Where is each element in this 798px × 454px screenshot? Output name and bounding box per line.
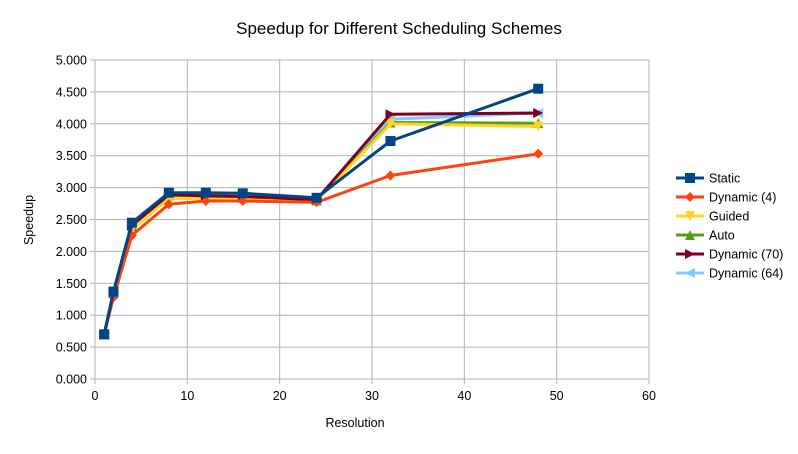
data-point-static — [311, 192, 322, 203]
legend-marker-auto — [685, 230, 695, 240]
x-axis-title: Resolution — [325, 416, 384, 430]
legend-marker-dynamic-70 — [685, 249, 695, 259]
data-point-static — [237, 188, 248, 199]
y-tick-label: 0.500 — [56, 341, 87, 355]
x-tick-label: 60 — [642, 389, 656, 403]
y-tick-label: 3.500 — [56, 149, 87, 163]
series-static — [99, 83, 544, 340]
legend-entry-dynamic-70: Dynamic (70) — [676, 248, 783, 262]
legend-label: Static — [709, 172, 740, 186]
data-point-static — [108, 286, 119, 297]
legend-marker-dynamic-4 — [685, 192, 695, 202]
x-tick-label: 40 — [457, 389, 471, 403]
y-tick-label: 1.500 — [56, 277, 87, 291]
y-tick-label: 1.000 — [56, 309, 87, 323]
series-auto — [99, 117, 544, 340]
legend-entry-dynamic-4: Dynamic (4) — [676, 191, 776, 205]
legend-label: Guided — [709, 210, 749, 224]
legend: Static Dynamic (4) Guided Auto Dynamic (70) D… — [676, 172, 783, 281]
y-tick-label: 4.500 — [56, 85, 87, 99]
legend-label: Auto — [709, 229, 735, 243]
grid — [90, 59, 650, 384]
y-axis-title: Speedup — [22, 195, 36, 245]
legend-marker-guided — [685, 211, 695, 221]
y-tick-label: 0.000 — [56, 373, 87, 387]
data-point-dynamic-4 — [163, 199, 174, 210]
series-dynamic-4 — [99, 148, 544, 340]
y-tick-label: 4.000 — [56, 117, 87, 131]
series-line-dynamic-64 — [102, 111, 539, 335]
y-tick-label: 2.000 — [56, 245, 87, 259]
legend-entry-dynamic-64: Dynamic (64) — [676, 267, 783, 281]
data-point-dynamic-4 — [200, 195, 211, 206]
series-guided — [99, 118, 544, 340]
y-tick-label: 2.500 — [56, 213, 87, 227]
data-point-guided — [385, 118, 396, 129]
series-line-dynamic-70 — [102, 111, 539, 335]
data-point-static — [126, 217, 137, 228]
data-point-static — [99, 329, 110, 340]
data-point-dynamic-4 — [533, 148, 544, 159]
data-point-static — [385, 136, 396, 147]
legend-entry-static: Static — [676, 172, 740, 186]
legend-label: Dynamic (70) — [709, 248, 783, 262]
x-tick-label: 20 — [273, 389, 287, 403]
data-point-static — [533, 83, 544, 94]
series-dynamic-70 — [99, 107, 544, 340]
series-dynamic-64 — [99, 107, 544, 340]
series-line-auto — [102, 121, 539, 335]
x-tick-label: 0 — [92, 389, 99, 403]
data-point-guided — [533, 121, 544, 132]
tick-labels: 0.000 0.500 1.000 1.500 2.000 2.500 3.000 3.500… — [56, 54, 656, 404]
x-tick-label: 50 — [550, 389, 564, 403]
legend-label: Dynamic (4) — [709, 191, 776, 205]
data-point-dynamic-70 — [385, 109, 396, 120]
chart-title: Speedup for Different Scheduling Schemes — [236, 19, 562, 38]
data-point-dynamic-4 — [237, 195, 248, 206]
data-point-dynamic-4 — [385, 170, 396, 181]
x-tick-label: 30 — [365, 389, 379, 403]
data-point-dynamic-70 — [533, 107, 544, 118]
data-point-static — [163, 187, 174, 198]
legend-marker-static — [685, 173, 695, 183]
y-tick-label: 3.000 — [56, 181, 87, 195]
legend-marker-dynamic-64 — [685, 268, 695, 278]
x-tick-label: 10 — [180, 389, 194, 403]
y-tick-label: 5.000 — [56, 54, 87, 68]
series-line-dynamic-4 — [102, 152, 539, 335]
legend-label: Dynamic (64) — [709, 267, 783, 281]
legend-entry-guided: Guided — [676, 210, 749, 224]
legend-entry-auto: Auto — [676, 229, 735, 243]
series-lines — [99, 83, 544, 340]
data-point-static — [200, 187, 211, 198]
